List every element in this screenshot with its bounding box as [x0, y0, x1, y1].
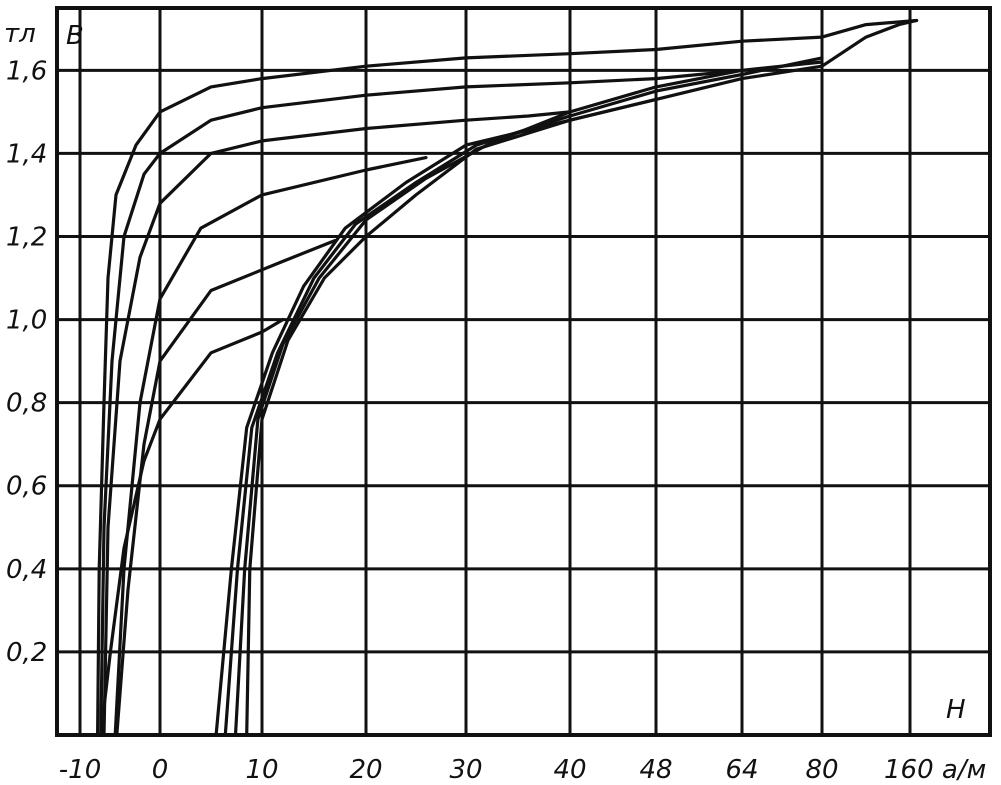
y-tick-label-1: 0,4 — [6, 555, 47, 585]
x-tick-label-6: 48 — [639, 755, 672, 785]
x-axis-label: H — [946, 695, 966, 725]
x-tick-label-5: 40 — [553, 755, 586, 785]
y-tick-label-5: 1,2 — [6, 222, 47, 252]
y-tick-label-0: 0,2 — [6, 638, 47, 668]
curve-0 — [96, 18, 919, 737]
curve-2 — [102, 110, 572, 737]
curve-9 — [245, 97, 658, 737]
curve-8 — [233, 60, 824, 737]
x-tick-label-0: -10 — [59, 755, 101, 785]
plot-frame — [55, 6, 992, 737]
curve-1 — [99, 68, 744, 737]
curve-3 — [113, 156, 428, 737]
y-axis-label: B — [66, 21, 84, 51]
x-tick-label-3: 20 — [349, 755, 382, 785]
x-tick-label-7: 64 — [725, 755, 758, 785]
x-tick-label-9: 160 а/м — [884, 755, 986, 785]
x-tick-label-1: 0 — [152, 755, 169, 785]
curve-5 — [99, 318, 285, 737]
y-tick-label-6: 1,4 — [6, 139, 47, 169]
y-tick-label-7: 1,6 — [6, 56, 47, 86]
y-tick-label-4: 1,0 — [6, 306, 47, 336]
curve-6 — [214, 18, 919, 737]
label-layer: -10 0 10 20 30 40 48 64 80 160 а/м 0,2 0,4 0,6 0,8 1,0… — [4, 19, 986, 785]
curve-layer — [96, 18, 919, 737]
curve-4 — [115, 239, 337, 737]
y-tick-label-2: 0,6 — [6, 472, 47, 502]
x-tick-label-8: 80 — [805, 755, 838, 785]
curve-7 — [223, 56, 824, 737]
x-tick-label-4: 30 — [449, 755, 482, 785]
y-tick-label-3: 0,8 — [6, 389, 47, 419]
x-tick-label-2: 10 — [245, 755, 278, 785]
y-unit-label: тл — [4, 19, 36, 49]
